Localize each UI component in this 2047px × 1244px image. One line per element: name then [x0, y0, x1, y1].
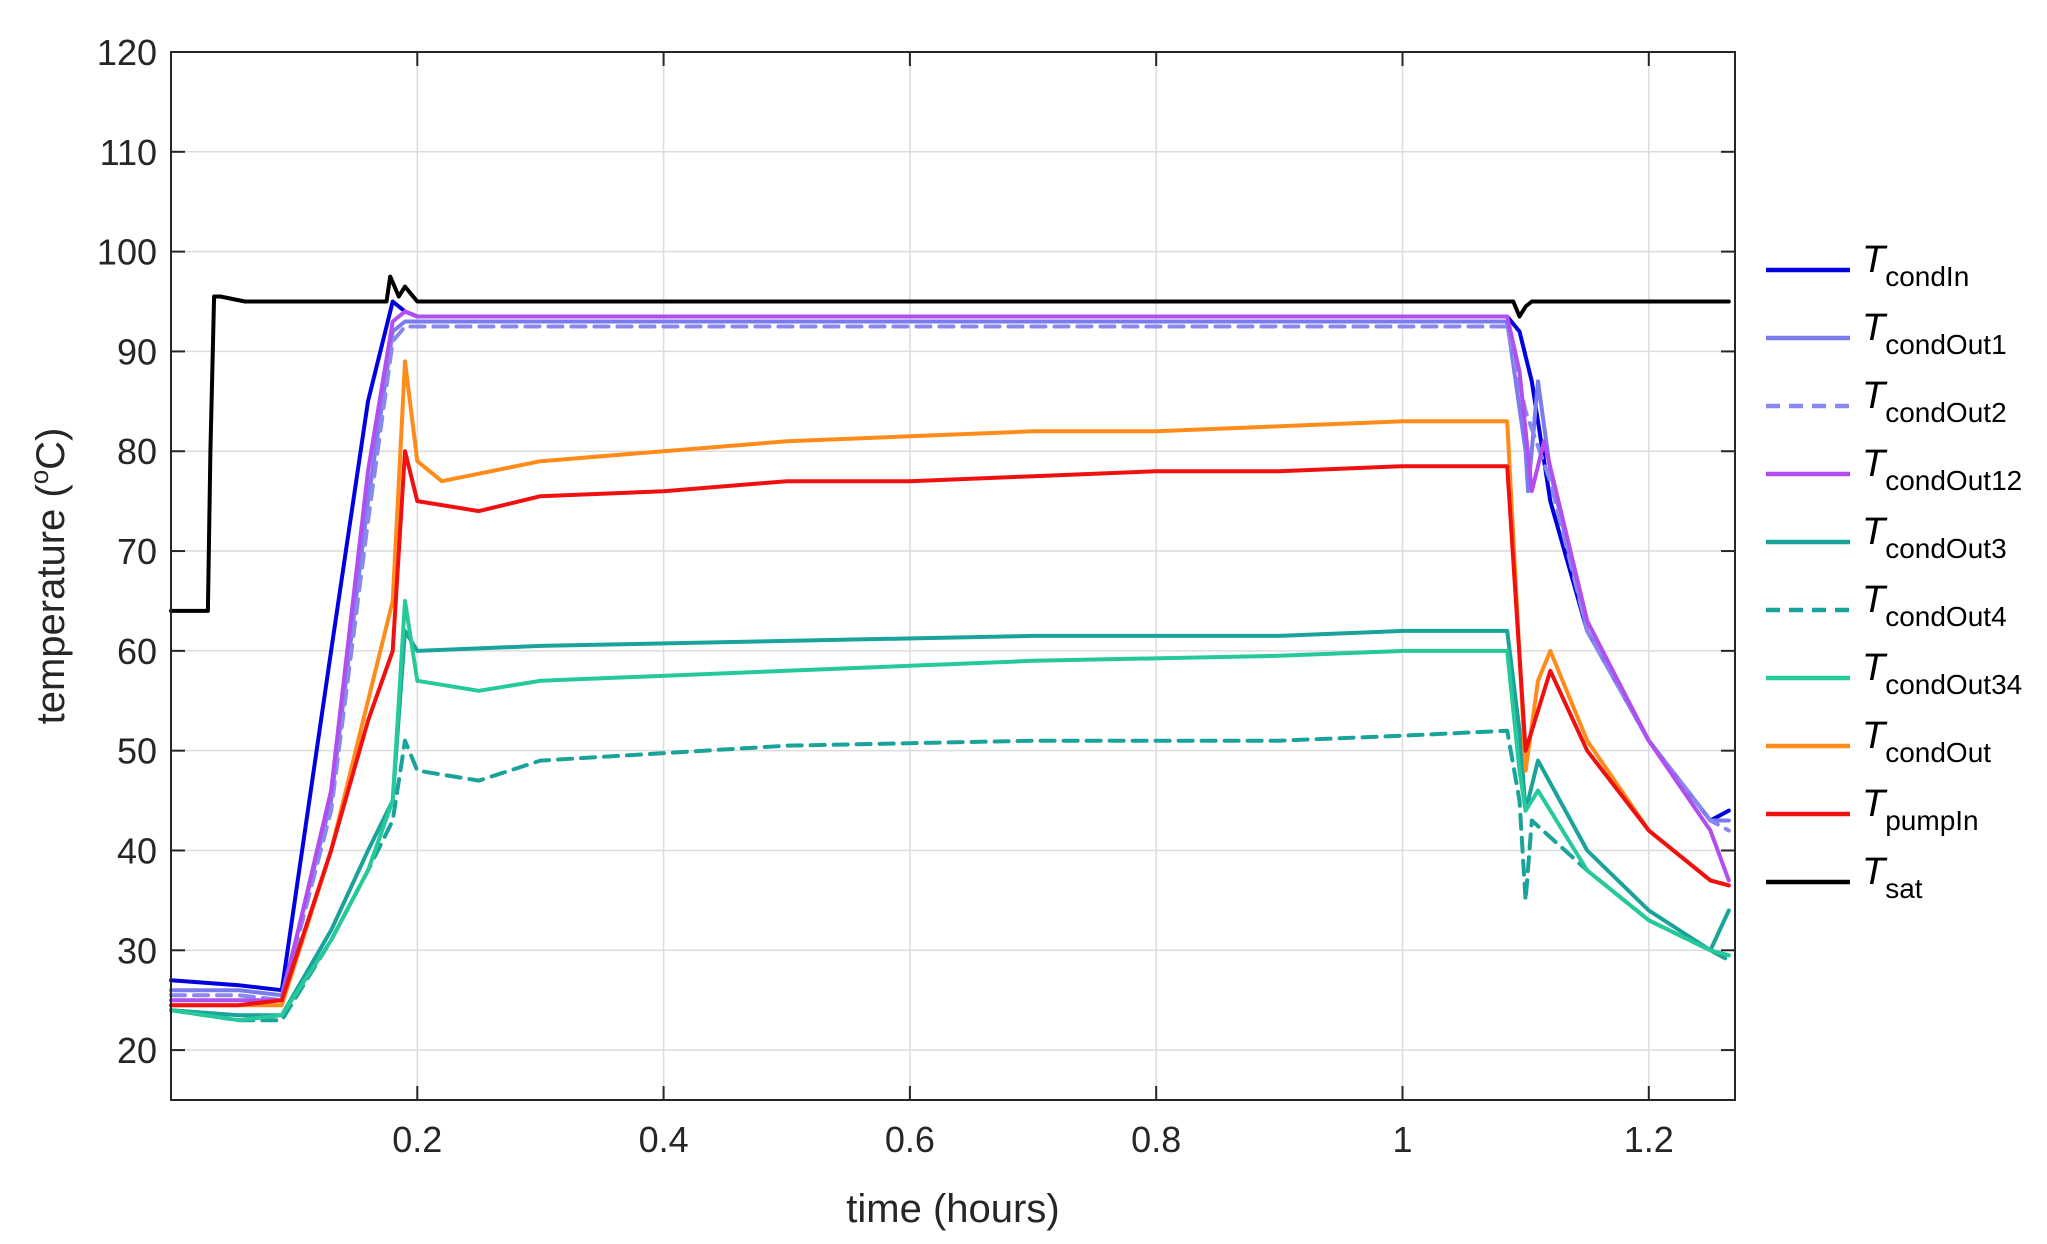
legend-label-sat: Tsat — [1862, 851, 1923, 904]
y-tick-label: 30 — [117, 930, 157, 971]
series-line-condOut2 — [169, 324, 1731, 1003]
legend-label-sub: condOut — [1885, 737, 1991, 768]
y-tick-label: 40 — [117, 830, 157, 871]
series-group — [169, 274, 1731, 1023]
legend-label-main: T — [1862, 783, 1888, 825]
legend-label-sub: condIn — [1885, 261, 1969, 292]
y-tick-label: 90 — [117, 331, 157, 372]
series-line-condOut3 — [169, 628, 1731, 1018]
legend-label-condOut: TcondOut — [1862, 715, 1991, 768]
legend-label-main: T — [1862, 443, 1888, 485]
legend-label-condOut4: TcondOut4 — [1862, 579, 2007, 632]
legend-label-sub: condOut12 — [1885, 465, 2022, 496]
legend-label-main: T — [1862, 851, 1888, 893]
legend-label-main: T — [1862, 579, 1888, 621]
ticks: 0.2 0.4 0.6 0.8 1 1.2 20 30 40 50 60 70 80 90 100 110 12… — [97, 32, 1735, 1160]
y-tick-label: 60 — [117, 631, 157, 672]
legend-label-sub: condOut2 — [1885, 397, 2006, 428]
y-tick-label: 100 — [97, 232, 157, 273]
y-tick-label: 110 — [100, 132, 157, 173]
y-tick-label: 70 — [117, 531, 157, 572]
legend-label-sub: pumpIn — [1885, 805, 1978, 836]
series-line-condOut34 — [169, 599, 1731, 1023]
series-line-condOut12 — [169, 309, 1731, 1003]
x-tick-label: 0.8 — [1131, 1119, 1181, 1160]
x-tick-label: 0.2 — [392, 1119, 442, 1160]
legend-label-condOut12: TcondOut12 — [1862, 443, 2022, 496]
y-axis-label-degree: o — [24, 470, 54, 484]
legend-label-condOut2: TcondOut2 — [1862, 375, 2007, 428]
y-tick-label: 120 — [97, 32, 157, 73]
y-tick-label: 50 — [117, 731, 157, 772]
legend-label-main: T — [1862, 375, 1888, 417]
legend-label-condOut34: TcondOut34 — [1862, 647, 2022, 700]
plot-frame — [170, 51, 1736, 1101]
series-line-condOut — [169, 359, 1731, 1008]
legend-label-main: T — [1862, 307, 1888, 349]
y-tick-label: 80 — [117, 431, 157, 472]
legend-label-sub: condOut34 — [1885, 669, 2022, 700]
series-line-pumpIn — [169, 449, 1731, 1008]
x-axis-label: time (hours) — [846, 1187, 1059, 1231]
x-tick-label: 0.6 — [885, 1119, 935, 1160]
plot-background — [171, 52, 1735, 1100]
legend-label-condOut3: TcondOut3 — [1862, 511, 2007, 564]
y-tick-label: 20 — [117, 1030, 157, 1071]
legend-label-main: T — [1862, 715, 1888, 757]
x-tick-label: 1 — [1392, 1119, 1412, 1160]
legend-label-main: T — [1862, 239, 1888, 281]
x-tick-label: 1.2 — [1624, 1119, 1674, 1160]
legend-label-main: T — [1862, 647, 1888, 689]
series-line-sat — [169, 274, 1731, 613]
y-axis-label: temperature (oC) — [24, 428, 73, 725]
x-tick-label: 0.4 — [639, 1119, 689, 1160]
legend-label-condOut1: TcondOut1 — [1862, 307, 2007, 360]
legend-label-condIn: TcondIn — [1862, 239, 1969, 292]
legend-label-main: T — [1862, 511, 1888, 553]
legend: TcondInTcondOut1TcondOut2TcondOut12Tcond… — [1766, 239, 2022, 904]
legend-label-sub: sat — [1885, 873, 1923, 904]
y-axis-label-pre: temperature ( — [29, 484, 73, 725]
legend-label-pumpIn: TpumpIn — [1862, 783, 1979, 836]
y-axis-label-post: C) — [29, 428, 73, 470]
legend-label-sub: condOut4 — [1885, 601, 2006, 632]
legend-label-sub: condOut3 — [1885, 533, 2006, 564]
legend-label-sub: condOut1 — [1885, 329, 2006, 360]
